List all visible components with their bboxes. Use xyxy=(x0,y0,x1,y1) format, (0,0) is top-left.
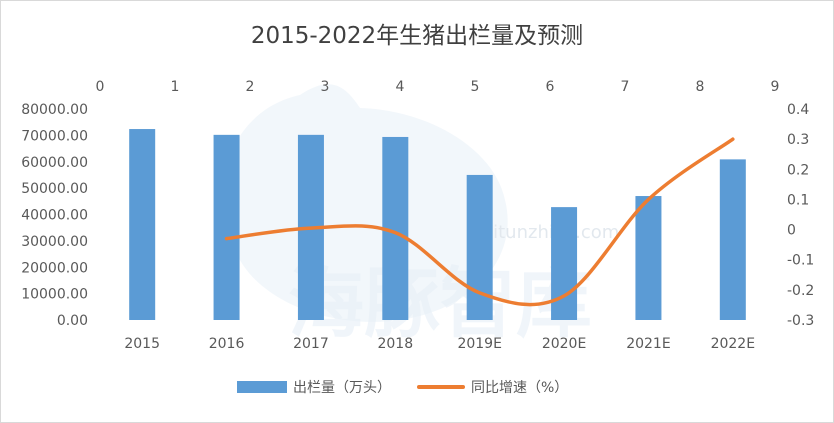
bar xyxy=(551,207,578,320)
right-axis-tick-label: 0.3 xyxy=(787,132,809,148)
category-tick-label: 2015 xyxy=(124,336,160,352)
growth-line xyxy=(224,137,735,307)
left-axis-tick-label: 30000.00 xyxy=(21,234,88,250)
top-axis-tick-label: 7 xyxy=(621,79,630,95)
bar xyxy=(466,174,493,320)
category-tick-label: 2018 xyxy=(377,336,413,352)
chart-title: 2015-2022年生猪出栏量及预测 xyxy=(250,23,584,49)
watermark-url-text: haitunzhiku.com xyxy=(471,222,620,243)
top-axis-tick-label: 0 xyxy=(96,79,105,95)
bar xyxy=(213,134,240,320)
bar xyxy=(635,196,662,320)
category-tick-label: 2020E xyxy=(542,336,586,352)
legend-bar-label: 出栏量（万头） xyxy=(293,380,391,396)
left-axis-tick-label: 20000.00 xyxy=(21,260,88,276)
top-axis-tick-label: 5 xyxy=(471,79,480,95)
right-axis-tick-label: 0.1 xyxy=(787,192,809,208)
top-axis-ticks: 0 1 2 3 4 5 6 7 8 9 xyxy=(96,79,780,95)
top-axis-tick-label: 2 xyxy=(246,79,255,95)
top-axis-tick-label: 3 xyxy=(321,79,330,95)
bar xyxy=(129,129,156,320)
right-axis-tick-label: -0.2 xyxy=(787,283,814,299)
top-axis-tick-label: 4 xyxy=(396,79,405,95)
line-series xyxy=(224,137,735,307)
category-tick-label: 2021E xyxy=(626,336,670,352)
right-axis-ticks: -0.3 -0.2 -0.1 0 0.1 0.2 0.3 0.4 xyxy=(787,102,814,329)
left-axis-tick-label: 70000.00 xyxy=(21,128,88,144)
right-axis-tick-label: -0.1 xyxy=(787,253,814,269)
top-axis-tick-label: 8 xyxy=(696,79,705,95)
right-axis-tick-label: 0.4 xyxy=(787,102,809,118)
left-axis-ticks: 0.00 10000.00 20000.00 30000.00 40000.00 5000… xyxy=(21,102,88,329)
category-axis-ticks: 2015 2016 2017 2018 2019E 2020E 2021E 2022E xyxy=(124,336,755,352)
legend-bar-swatch xyxy=(237,381,287,393)
category-tick-label: 2017 xyxy=(293,336,329,352)
left-axis-tick-label: 40000.00 xyxy=(21,208,88,224)
right-axis-tick-label: -0.3 xyxy=(787,313,814,329)
category-tick-label: 2016 xyxy=(209,336,245,352)
right-axis-tick-label: 0.2 xyxy=(787,162,809,178)
left-axis-tick-label: 60000.00 xyxy=(21,155,88,171)
right-axis-tick-label: 0 xyxy=(787,223,796,239)
category-tick-label: 2022E xyxy=(711,336,755,352)
legend-line-label: 同比增速（%） xyxy=(471,380,569,396)
top-axis-tick-label: 6 xyxy=(546,79,555,95)
left-axis-tick-label: 10000.00 xyxy=(21,287,88,303)
top-axis-tick-label: 9 xyxy=(771,79,780,95)
category-tick-label: 2019E xyxy=(457,336,501,352)
bar xyxy=(719,159,746,320)
legend-line-swatch xyxy=(417,385,465,389)
top-axis-tick-label: 1 xyxy=(171,79,180,95)
legend: 出栏量（万头） 同比增速（%） xyxy=(237,377,568,397)
left-axis-tick-label: 80000.00 xyxy=(21,102,88,118)
left-axis-tick-label: 0.00 xyxy=(57,313,88,329)
left-axis-tick-label: 50000.00 xyxy=(21,181,88,197)
bar-series xyxy=(129,129,746,320)
